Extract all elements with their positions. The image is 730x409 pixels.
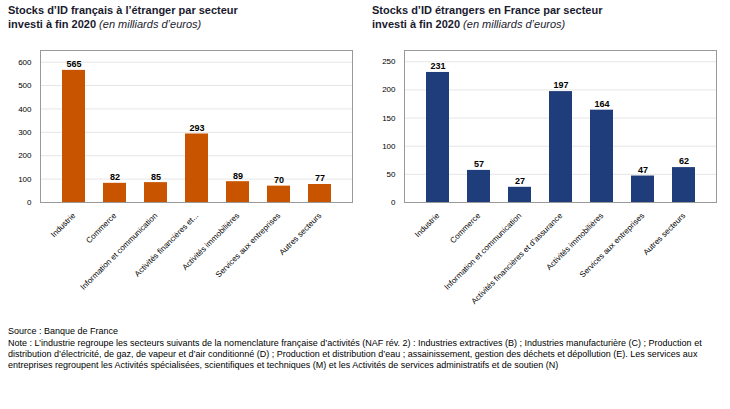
svg-text:Activités financières et d’ass: Activités financières et d’assurance — [469, 210, 565, 306]
html-text:Note : L’industrie regroupe le: Note : L’industrie regroupe les secteurs… — [8, 338, 702, 370]
svg-text:82: 82 — [110, 172, 120, 182]
svg-text:62: 62 — [679, 156, 689, 166]
svg-text:565: 565 — [66, 59, 81, 69]
svg-text:Autres secteurs: Autres secteurs — [278, 211, 324, 257]
html-text:Stocks d’ID français à l’étran: Stocks d’ID français à l’étranger par se… — [8, 4, 238, 30]
svg-text:600: 600 — [18, 57, 32, 66]
svg-text:77: 77 — [315, 173, 325, 183]
svg-text:50: 50 — [387, 169, 396, 178]
svg-text:27: 27 — [515, 176, 525, 186]
svg-text:Commerce: Commerce — [84, 210, 118, 244]
svg-text:164: 164 — [594, 99, 609, 109]
html-text:Source : Banque de France: Source : Banque de France — [8, 325, 119, 336]
svg-text:Information et communication: Information et communication — [443, 211, 524, 292]
svg-text:197: 197 — [553, 80, 568, 90]
svg-text:Activités immobilières: Activités immobilières — [544, 210, 606, 272]
svg-text:100: 100 — [382, 141, 396, 150]
svg-text:Services aux entreprises: Services aux entreprises — [214, 211, 282, 279]
svg-text:Commerce: Commerce — [448, 210, 482, 244]
svg-text:150: 150 — [382, 113, 396, 122]
svg-text:Industrie: Industrie — [49, 210, 77, 238]
svg-text:293: 293 — [189, 122, 204, 132]
svg-text:Autres secteurs: Autres secteurs — [642, 211, 688, 257]
svg-text:Information et communication: Information et communication — [79, 211, 160, 292]
svg-text:250: 250 — [382, 57, 396, 66]
svg-text:400: 400 — [18, 104, 32, 113]
svg-text:Activités financières et...: Activités financières et... — [132, 210, 201, 279]
html-text:Stocks d’ID étrangers en Franc: Stocks d’ID étrangers en France par sect… — [372, 4, 603, 30]
svg-text:0: 0 — [391, 198, 396, 207]
svg-text:Services aux entreprises: Services aux entreprises — [578, 211, 646, 279]
svg-text:0: 0 — [27, 198, 32, 207]
svg-text:300: 300 — [18, 127, 32, 136]
svg-text:85: 85 — [151, 171, 161, 181]
svg-text:89: 89 — [233, 170, 243, 180]
svg-text:231: 231 — [430, 61, 445, 71]
svg-text:70: 70 — [274, 175, 284, 185]
svg-text:100: 100 — [18, 174, 32, 183]
svg-text:500: 500 — [18, 81, 32, 90]
svg-text:200: 200 — [18, 151, 32, 160]
svg-text:Activités immobilières: Activités immobilières — [180, 210, 242, 272]
svg-text:200: 200 — [382, 85, 396, 94]
svg-text:57: 57 — [474, 159, 484, 169]
svg-text:47: 47 — [638, 164, 648, 174]
svg-text:Industrie: Industrie — [413, 210, 441, 238]
